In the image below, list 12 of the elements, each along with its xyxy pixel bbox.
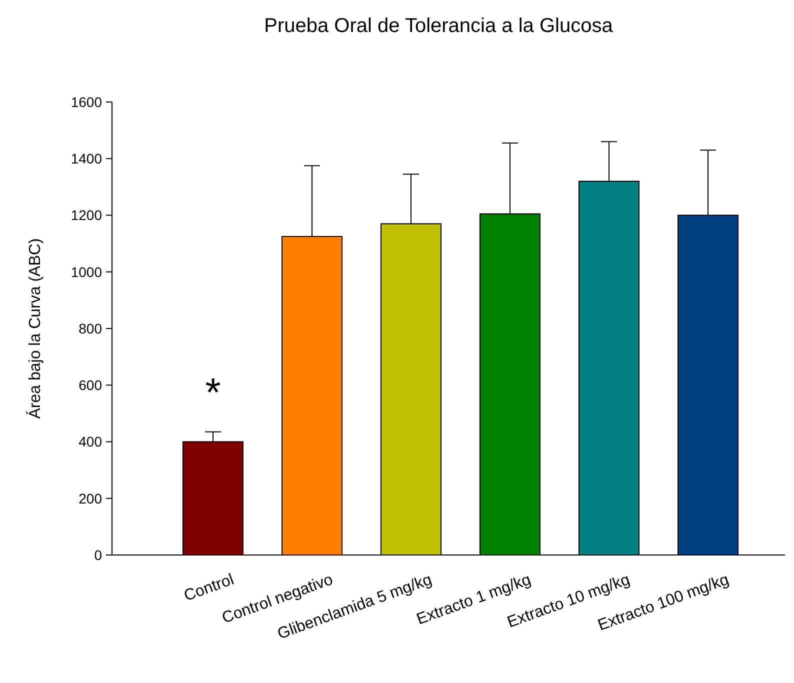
y-tick-label: 1600 xyxy=(70,94,102,110)
y-tick-label: 1200 xyxy=(70,207,102,224)
y-tick-label: 1000 xyxy=(70,264,102,280)
y-tick-label: 0 xyxy=(94,546,102,563)
y-tick-label: 200 xyxy=(78,490,102,506)
y-axis-title: Área bajo la Curva (ABC) xyxy=(26,238,44,419)
y-tick-label: 1400 xyxy=(70,150,102,167)
y-tick-label: 800 xyxy=(78,320,102,336)
annotation: * xyxy=(205,371,221,415)
y-tick-label: 600 xyxy=(78,377,102,394)
chart-title: Prueba Oral de Tolerancia a la Glucosa xyxy=(264,15,614,37)
y-tick-label: 400 xyxy=(78,434,102,450)
